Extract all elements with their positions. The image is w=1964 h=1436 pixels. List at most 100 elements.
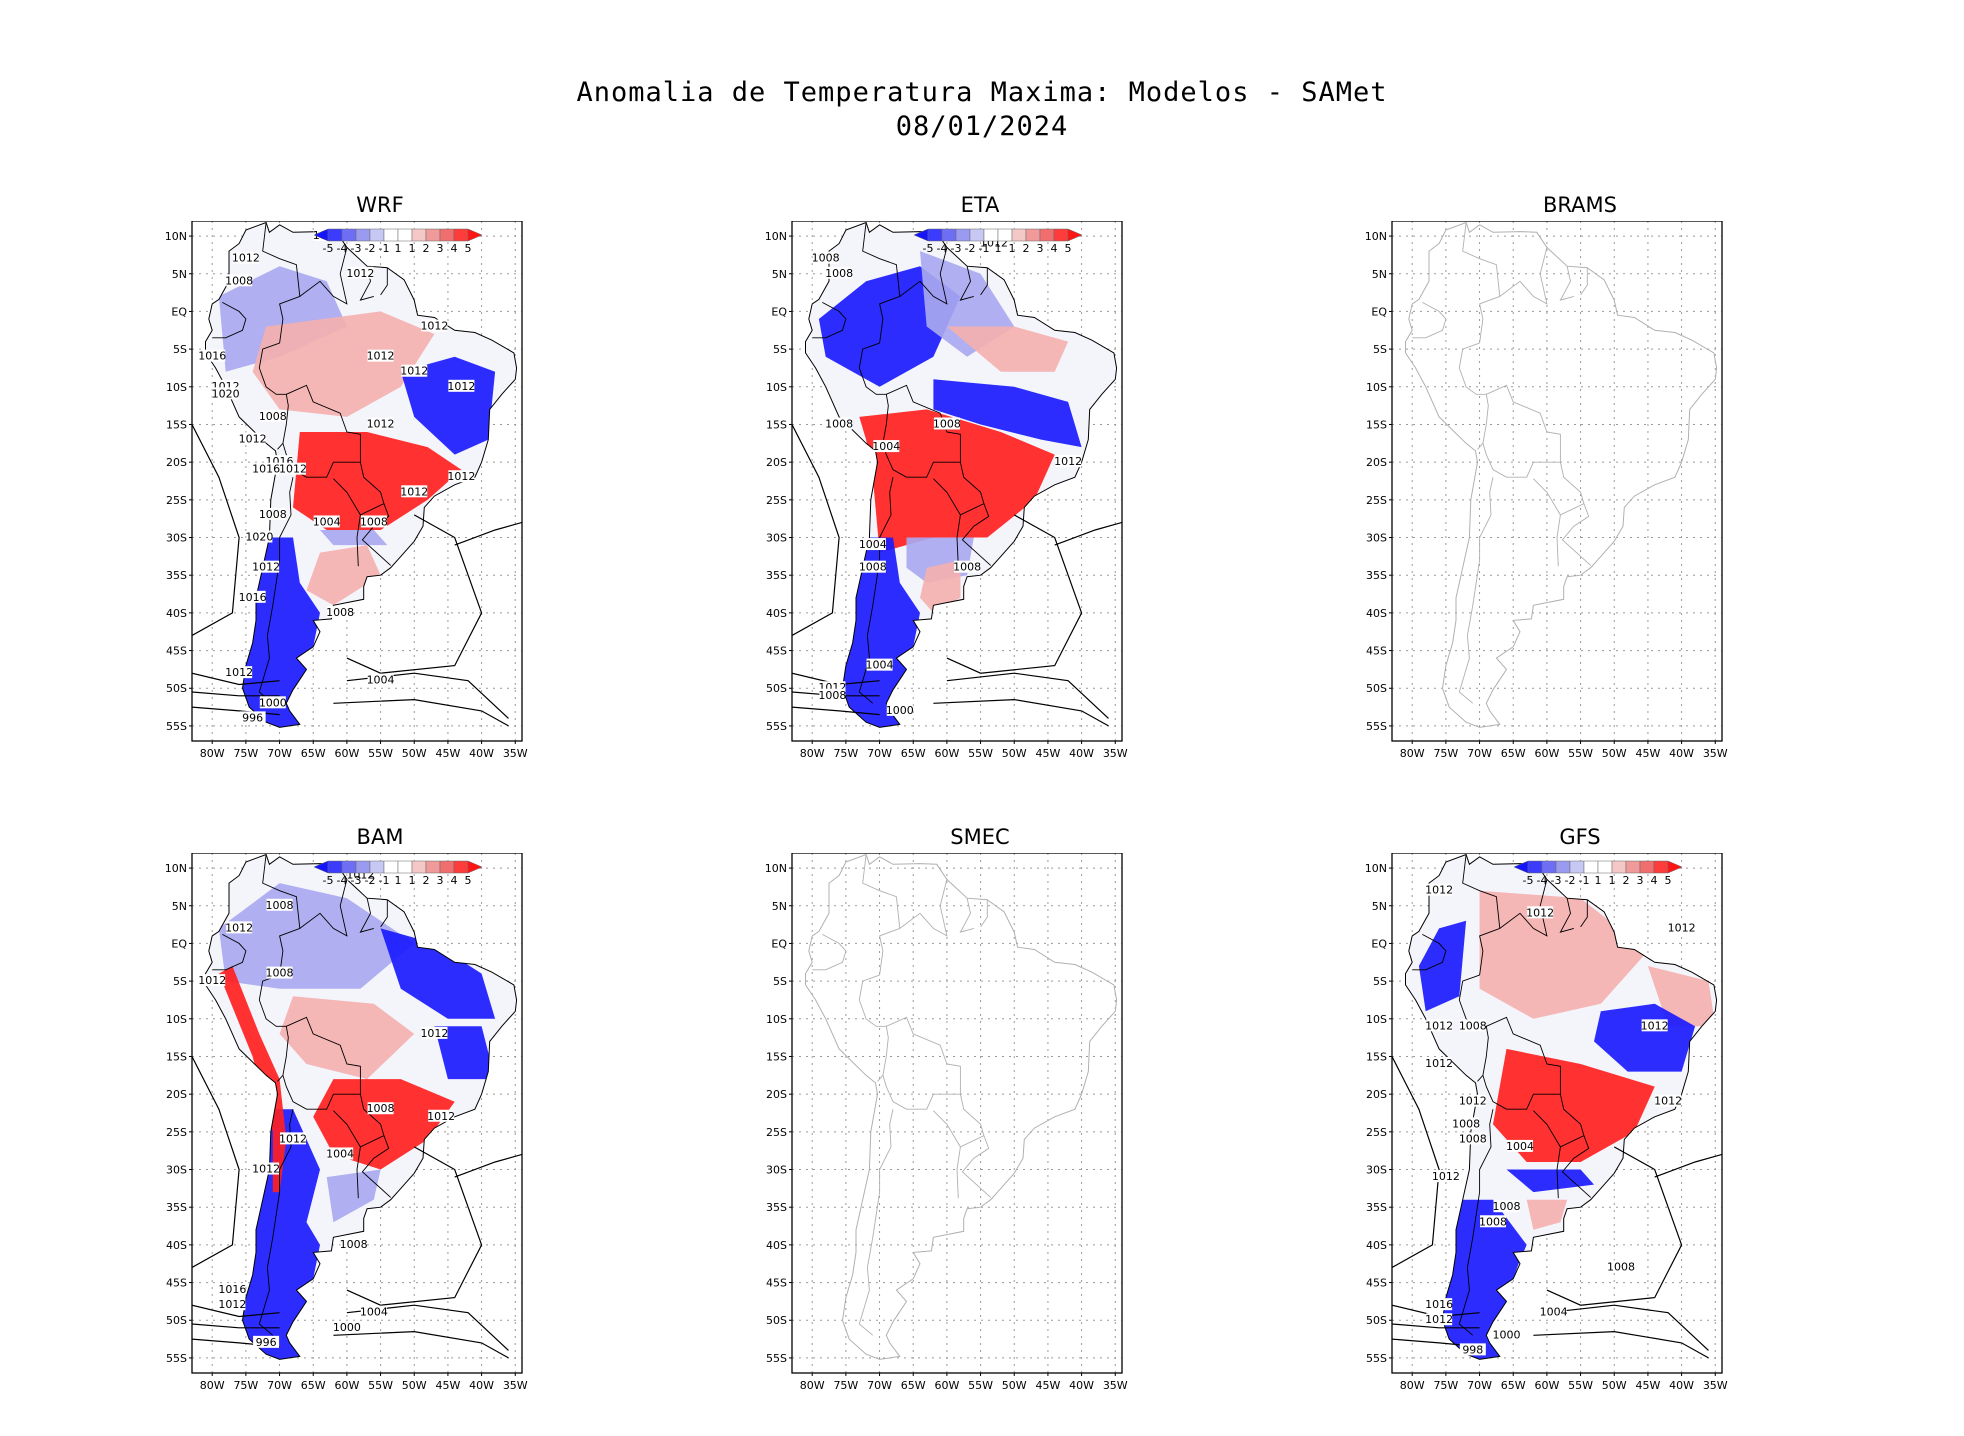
isobar-line bbox=[346, 1146, 483, 1306]
colorbar-swatch bbox=[1625, 860, 1641, 874]
isobar-line bbox=[792, 706, 880, 716]
contour-label-bg bbox=[259, 409, 286, 422]
lat-tick-label: 20S bbox=[766, 456, 787, 469]
contour-label-bg bbox=[259, 696, 286, 709]
country-border bbox=[899, 247, 948, 305]
lat-tick-label: 25S bbox=[766, 494, 787, 507]
lon-tick-label: 80W bbox=[800, 747, 825, 760]
colorbar-label: 2 bbox=[1623, 874, 1630, 887]
contour-label-bg bbox=[1459, 1019, 1486, 1032]
lon-tick-label: 80W bbox=[200, 1379, 225, 1392]
contour-label: 1012 bbox=[1432, 1170, 1460, 1183]
lon-tick-label: 55W bbox=[368, 1379, 393, 1392]
contour-label-bg bbox=[327, 605, 354, 618]
anomaly-region bbox=[320, 530, 388, 546]
contour-label-bg bbox=[327, 1147, 354, 1160]
lon-tick-label: 70W bbox=[867, 747, 892, 760]
lat-tick-label: 50S bbox=[1366, 682, 1387, 695]
country-border bbox=[899, 879, 948, 937]
colorbar-swatch bbox=[341, 228, 357, 242]
colorbar-swatch bbox=[425, 860, 441, 874]
country-border bbox=[380, 267, 388, 296]
colorbar-swatch bbox=[383, 228, 399, 242]
lon-tick-label: 75W bbox=[833, 1379, 858, 1392]
panel-title: BRAMS bbox=[1543, 193, 1617, 217]
country-border bbox=[356, 514, 361, 567]
contour-label: 998 bbox=[1462, 1343, 1483, 1356]
isobar-line bbox=[192, 424, 240, 637]
country-border bbox=[212, 302, 247, 339]
anomaly-region bbox=[293, 432, 462, 530]
lon-tick-label: 40W bbox=[1069, 1379, 1094, 1392]
isobar-line bbox=[933, 698, 1109, 727]
lon-tick-label: 50W bbox=[1602, 1379, 1627, 1392]
contour-label-bg bbox=[246, 530, 273, 543]
contour-label: 1000 bbox=[886, 704, 914, 717]
lat-tick-label: 30S bbox=[1366, 532, 1387, 545]
lat-tick-label: 35S bbox=[166, 1201, 187, 1214]
map-plot: 10N 5N EQ 5S 10S 15S 20S 25S 30S 35S 40S 45S 50S 55S 8… bbox=[765, 853, 1128, 1392]
contour-label-bg bbox=[313, 515, 340, 528]
lon-tick-label: 55W bbox=[968, 747, 993, 760]
contour-label: 1008 bbox=[1479, 1215, 1507, 1228]
lon-tick-label: 80W bbox=[200, 747, 225, 760]
contour-label-bg bbox=[1493, 1328, 1520, 1341]
lon-tick-label: 40W bbox=[469, 1379, 494, 1392]
country-border bbox=[1458, 1109, 1494, 1336]
lon-tick-label: 75W bbox=[1433, 747, 1458, 760]
contour-label-bg bbox=[266, 898, 293, 911]
contour-label: 1008 bbox=[818, 689, 846, 702]
lat-tick-label: 20S bbox=[766, 1088, 787, 1101]
contour-label: 1008 bbox=[1459, 1132, 1487, 1145]
contour-label-bg bbox=[401, 485, 428, 498]
colorbar-label: 4 bbox=[451, 874, 458, 887]
contour-label: 1008 bbox=[259, 410, 287, 423]
lon-tick-label: 65W bbox=[1501, 747, 1526, 760]
lon-tick-label: 45W bbox=[435, 747, 460, 760]
contour-label: 1012 bbox=[279, 1132, 307, 1145]
country-border bbox=[961, 1135, 992, 1198]
country-border bbox=[1412, 934, 1447, 971]
colorbar-swatch bbox=[1527, 860, 1543, 874]
colorbar-swatch bbox=[1653, 860, 1669, 874]
contour-label-bg bbox=[826, 266, 853, 279]
contour-label: 1004 bbox=[872, 440, 900, 453]
panel-bam: BAM 1012 1008 1012 1008 1012 1012 1008 1012 1012 1… bbox=[160, 825, 600, 1392]
lat-tick-label: EQ bbox=[1371, 305, 1387, 318]
lat-tick-label: 10S bbox=[166, 381, 187, 394]
lon-tick-label: 60W bbox=[934, 1379, 959, 1392]
contour-label: 1020 bbox=[245, 531, 273, 544]
lat-tick-label: 30S bbox=[766, 1164, 787, 1177]
lat-tick-label: 25S bbox=[1366, 1126, 1387, 1139]
contour-label-bg bbox=[239, 711, 266, 724]
lat-tick-label: 15S bbox=[766, 1050, 787, 1063]
country-border bbox=[1458, 342, 1489, 450]
colorbar-label: 5 bbox=[465, 242, 472, 255]
map-plot: 1012 1012 1012 1012 1008 1012 1012 1012 1012 1008… bbox=[1365, 853, 1728, 1392]
contour-label-bg bbox=[253, 560, 280, 573]
contour-label-bg bbox=[1426, 1298, 1453, 1311]
lat-tick-label: 30S bbox=[166, 1164, 187, 1177]
contour-label-bg bbox=[1055, 455, 1082, 468]
contour-label: 1012 bbox=[400, 365, 428, 378]
country-border bbox=[333, 1094, 385, 1148]
country-border bbox=[1559, 266, 1574, 301]
lat-tick-label: 5N bbox=[772, 268, 787, 281]
lon-tick-label: 50W bbox=[1002, 747, 1027, 760]
contour-label-bg bbox=[1655, 1094, 1682, 1107]
contour-label-bg bbox=[239, 432, 266, 445]
isobar-line bbox=[454, 521, 522, 546]
isobar-line bbox=[1546, 1304, 1709, 1351]
contour-label: 1008 bbox=[225, 274, 253, 287]
lon-tick-label: 70W bbox=[867, 1379, 892, 1392]
lat-tick-label: EQ bbox=[1371, 937, 1387, 950]
colorbar-swatch bbox=[1611, 860, 1627, 874]
lat-tick-label: 30S bbox=[166, 532, 187, 545]
lat-tick-label: EQ bbox=[771, 937, 787, 950]
isobar-line bbox=[192, 1056, 240, 1269]
contour-label-bg bbox=[1493, 1200, 1520, 1213]
lon-tick-label: 65W bbox=[1501, 1379, 1526, 1392]
colorbar-label: -2 bbox=[1565, 874, 1576, 887]
map-plot: 1012 1008 1012 1008 1012 1012 1008 1012 1012 1004… bbox=[165, 853, 528, 1392]
anomaly-region bbox=[859, 409, 1055, 553]
